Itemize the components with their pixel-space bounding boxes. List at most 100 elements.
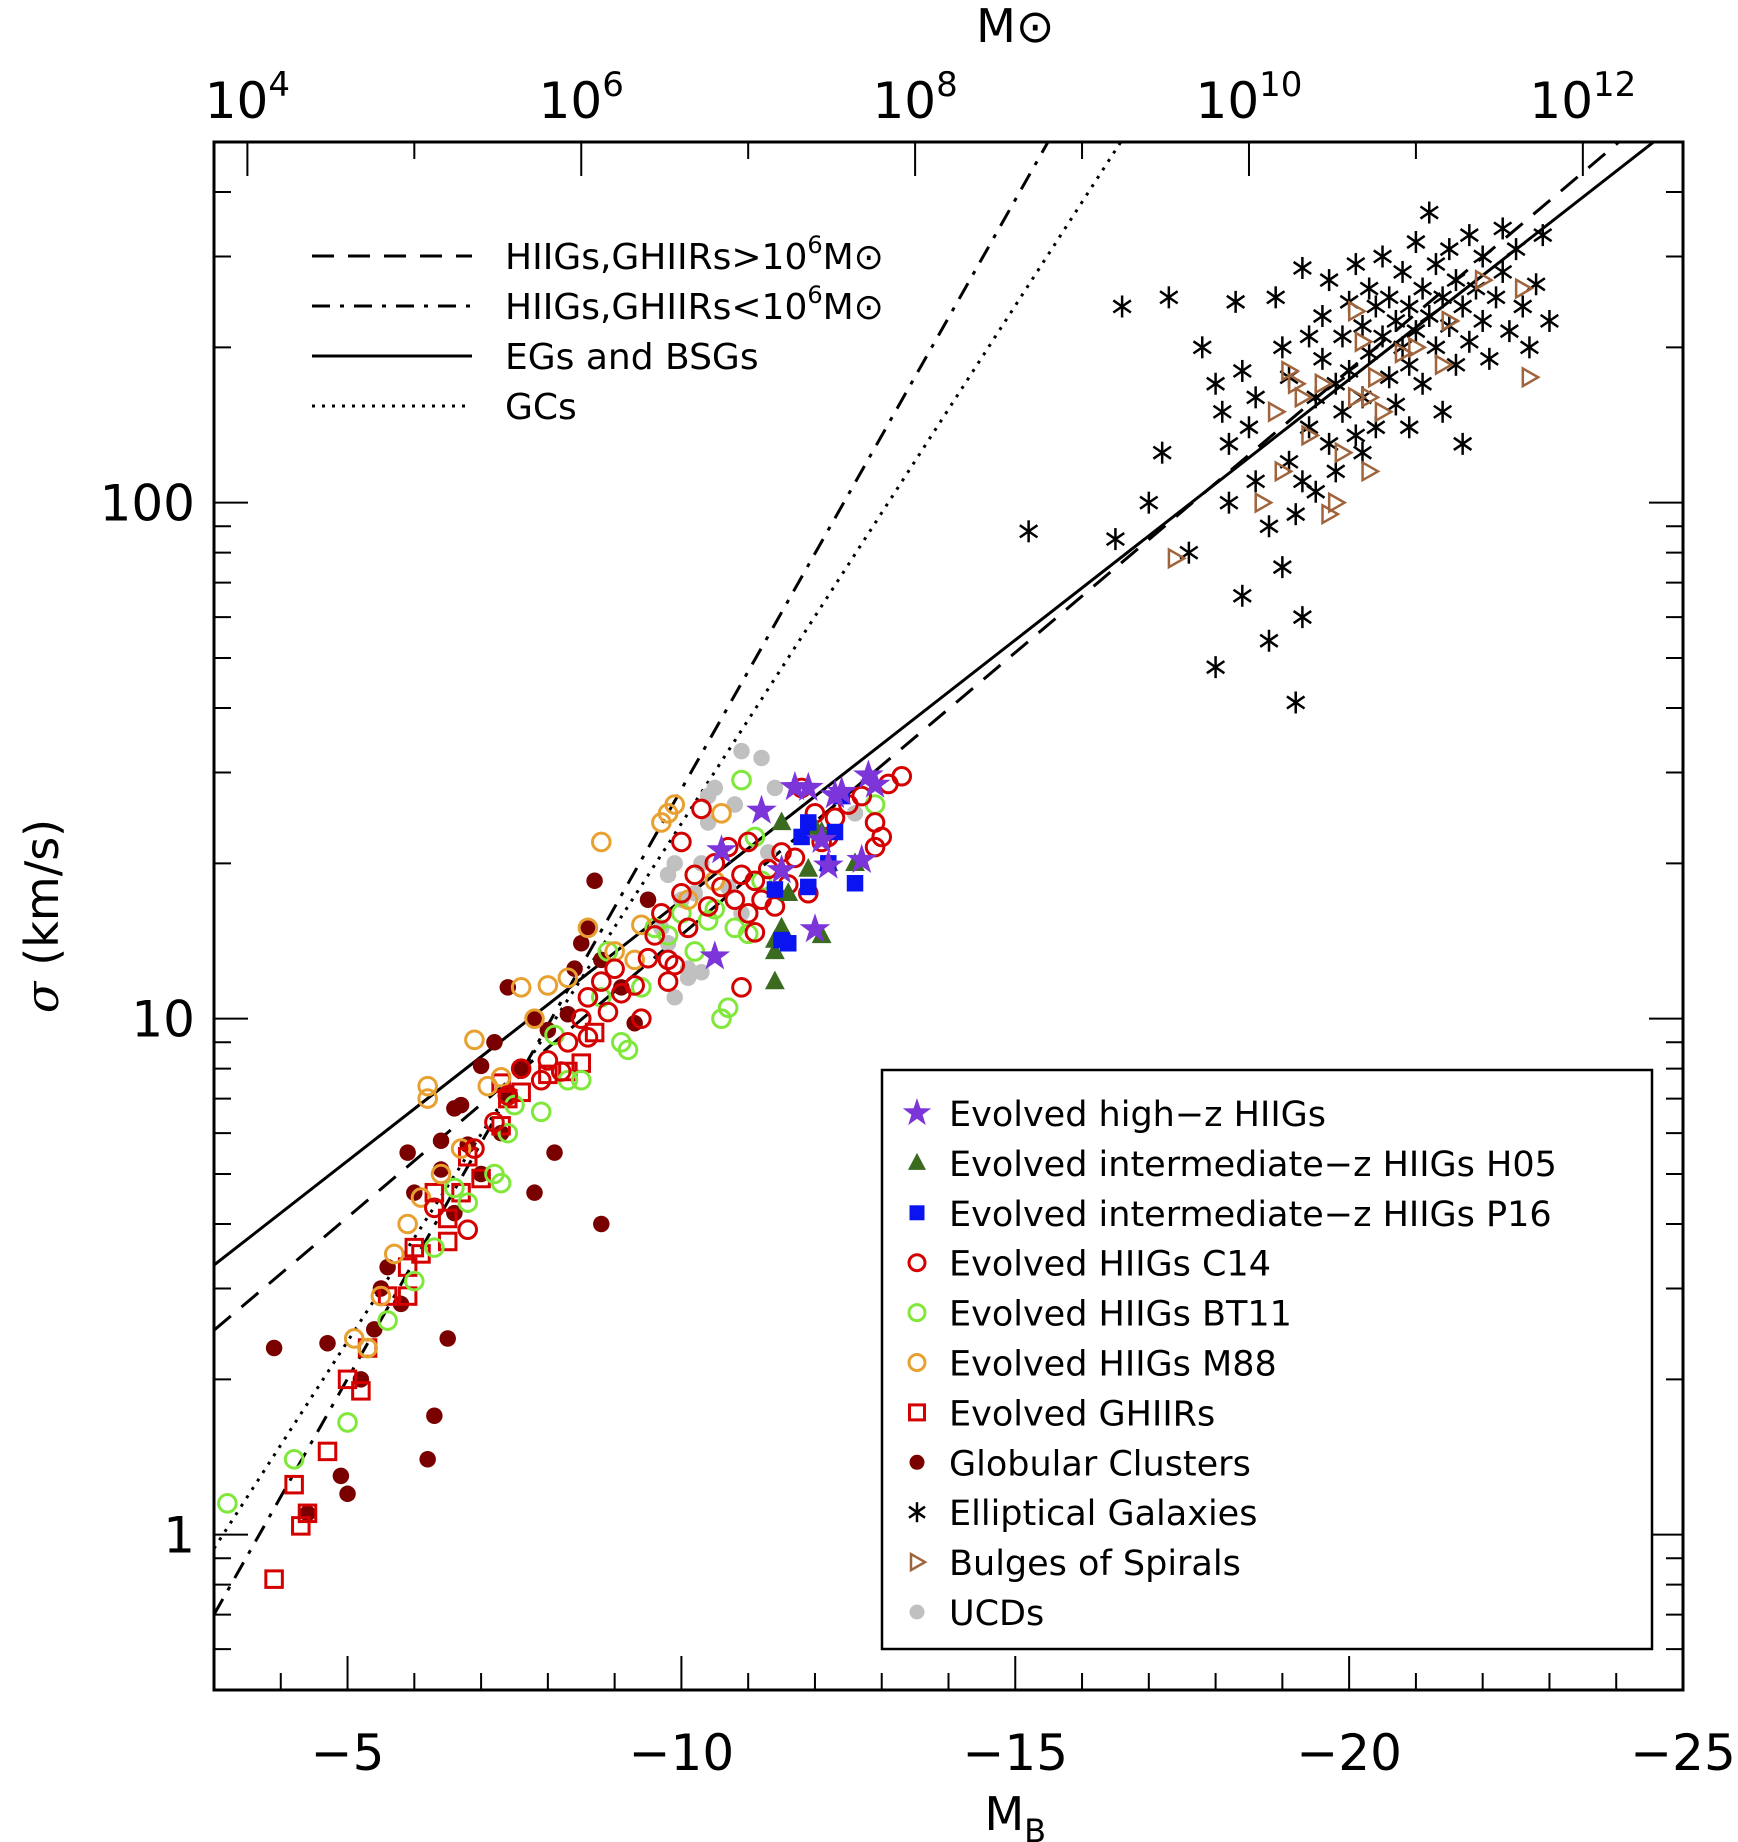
series-legend-entry: UCDs [909, 1594, 1044, 1634]
data-point [1352, 441, 1372, 464]
data-point [891, 765, 913, 787]
data-point [1294, 386, 1314, 409]
data-point [332, 1467, 350, 1485]
data-point [1506, 238, 1526, 261]
data-point [853, 759, 884, 789]
data-point [1246, 386, 1266, 409]
data-point [677, 889, 699, 911]
data-point [624, 949, 645, 971]
data-point [717, 997, 739, 1019]
data-point [1272, 556, 1292, 579]
asterisk-stroke [1239, 420, 1259, 435]
asterisk-stroke [1406, 324, 1426, 339]
data-point [437, 1208, 458, 1229]
data-point [1281, 359, 1301, 382]
asterisk-stroke [1312, 351, 1332, 366]
data-point [417, 1088, 438, 1109]
data-point [731, 977, 752, 998]
data-point [1474, 269, 1495, 292]
data-point [1326, 372, 1346, 395]
data-point [1519, 336, 1539, 359]
data-point [1526, 273, 1546, 296]
asterisk-stroke [1152, 445, 1172, 460]
data-point [800, 878, 817, 896]
data-point [217, 1493, 238, 1514]
data-point [1306, 480, 1326, 503]
data-point [846, 805, 864, 822]
line-legend-entry: HIIGs,GHIIRs<106M⊙ [312, 281, 884, 328]
data-point [1533, 224, 1553, 247]
asterisk-stroke [1232, 588, 1252, 603]
data-point [631, 914, 652, 936]
series-legend-entry: Elliptical Galaxies [908, 1494, 1257, 1534]
data-point [711, 803, 732, 824]
data-point [1139, 491, 1159, 514]
asterisk-stroke [1272, 560, 1292, 575]
data-point [471, 1168, 491, 1189]
data-point [444, 1177, 465, 1199]
data-point [864, 812, 886, 833]
data-point [410, 1187, 432, 1208]
asterisk-stroke [1246, 390, 1266, 405]
data-point [1399, 416, 1419, 439]
data-point [1232, 584, 1252, 607]
data-point [1212, 400, 1232, 423]
data-point [793, 828, 810, 846]
data-point [1434, 353, 1454, 376]
data-point [666, 855, 683, 872]
series-legend: Evolved high−z HIIGs Evolved intermediate… [880, 1068, 1654, 1651]
asterisk-stroke [1272, 340, 1292, 355]
data-point [737, 903, 759, 924]
series-legend-box [880, 1068, 1654, 1651]
line-legend-entry: HIIGs,GHIIRs>106M⊙ [312, 231, 884, 278]
series-legend-label: Evolved HIIGs C14 [949, 1245, 1271, 1285]
asterisk-stroke [1393, 264, 1413, 280]
data-point [526, 1184, 543, 1201]
asterisk-stroke [1319, 436, 1339, 451]
data-point [1266, 286, 1286, 309]
asterisk-stroke [1406, 234, 1426, 250]
data-point [693, 964, 710, 981]
asterisk-stroke [1499, 324, 1519, 339]
data-point [766, 881, 784, 898]
data-point [826, 775, 857, 805]
data-point [671, 831, 692, 853]
data-point [1299, 325, 1319, 348]
top-tick-label: 108 [872, 65, 957, 130]
asterisk-stroke [1299, 329, 1319, 344]
line-legend: HIIGs,GHIIRs>106M⊙HIIGs,GHIIRs<106M⊙ EGs … [312, 231, 884, 428]
data-point [697, 910, 719, 931]
asterisk-stroke [1339, 363, 1359, 379]
x-tick-label: −20 [1296, 1724, 1402, 1782]
asterisk-stroke [1433, 290, 1453, 305]
asterisk-stroke [1399, 299, 1419, 314]
data-point [1339, 359, 1359, 382]
x-tick-label: −25 [1630, 1724, 1736, 1782]
asterisk-stroke [1379, 290, 1399, 305]
top-tick-base: 10 [1529, 72, 1593, 130]
data-point [1327, 491, 1348, 514]
data-point [1393, 260, 1413, 283]
data-point [711, 1008, 732, 1029]
data-point [1334, 441, 1354, 464]
asterisk-stroke [1346, 428, 1366, 443]
data-point [684, 864, 706, 886]
top-tick-exp: 12 [1593, 65, 1636, 105]
data-point [1346, 424, 1366, 447]
data-point [1521, 366, 1541, 389]
asterisk-stroke [1439, 242, 1459, 257]
asterisk-stroke [1359, 345, 1379, 361]
data-point [579, 919, 597, 937]
data-point [1301, 424, 1321, 447]
data-point [1379, 286, 1399, 309]
data-point [1433, 400, 1453, 423]
asterisk-stroke [1019, 524, 1039, 539]
data-point [319, 1334, 336, 1352]
data-point [404, 1237, 425, 1258]
data-point [397, 1213, 418, 1235]
legend-marker [908, 1502, 926, 1523]
asterisk-stroke [1366, 420, 1386, 435]
top-tick-base: 10 [872, 72, 936, 130]
data-point [631, 1008, 652, 1029]
